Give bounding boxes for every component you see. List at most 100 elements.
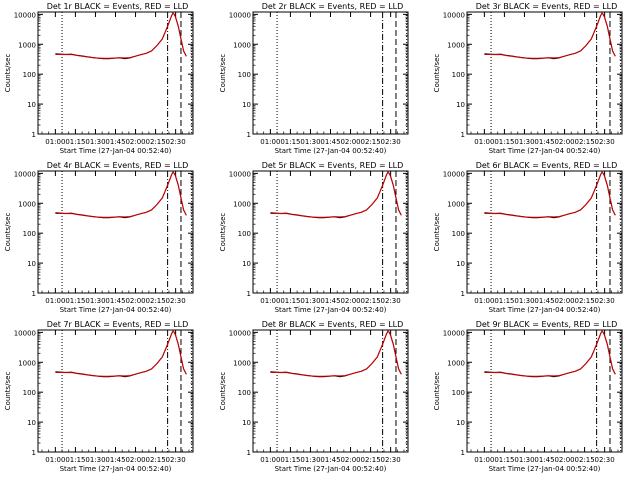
y-tick-label: 10000 <box>14 11 36 19</box>
x-tick-label: 01:00 <box>260 138 280 146</box>
x-tick-label: 01:00 <box>45 138 65 146</box>
x-tick-label: 01:45 <box>534 138 554 146</box>
x-axis-label: Start Time (27-Jan-04 00:52:40) <box>489 465 601 473</box>
x-tick-label: 01:00 <box>474 456 494 464</box>
plot-frame <box>252 11 409 135</box>
y-tick-label: 1000 <box>233 359 251 367</box>
x-tick-label: 02:00 <box>340 138 360 146</box>
y-axis-label: Counts/sec <box>433 213 441 252</box>
x-axis-label: Start Time (27-Jan-04 00:52:40) <box>489 306 601 314</box>
chart-panel-3: Det 3r BLACK = Events, RED = LLD Counts/s… <box>433 2 623 155</box>
lld-series-line <box>484 330 616 377</box>
y-tick-label: 1 <box>461 449 465 457</box>
x-tick-label: 01:45 <box>320 138 340 146</box>
plot-frame <box>37 11 194 135</box>
y-axis-label: Counts/sec <box>433 372 441 411</box>
plot-frame <box>466 170 623 294</box>
x-axis-label: Start Time (27-Jan-04 00:52:40) <box>275 465 387 473</box>
chart-panel-1: Det 1r BLACK = Events, RED = LLD Counts/s… <box>4 2 194 155</box>
events-series-line <box>484 330 616 378</box>
chart-title: Det 5r BLACK = Events, RED = LLD <box>262 161 404 170</box>
x-tick-label: 01:45 <box>105 297 125 305</box>
x-tick-label: 02:00 <box>554 297 574 305</box>
x-tick-label: 02:15 <box>574 138 594 146</box>
x-tick-label: 01:15 <box>494 456 514 464</box>
chart-panel-7: Det 7r BLACK = Events, RED = LLD Counts/s… <box>4 320 194 473</box>
plot-frame <box>466 11 623 135</box>
lld-series-line <box>484 12 616 59</box>
x-tick-label: 01:15 <box>280 138 300 146</box>
y-tick-label: 10 <box>242 260 251 268</box>
x-tick-label: 02:30 <box>381 297 401 305</box>
chart-title: Det 4r BLACK = Events, RED = LLD <box>47 161 189 170</box>
x-tick-label: 02:15 <box>360 297 380 305</box>
x-tick-label: 02:30 <box>381 138 401 146</box>
y-tick-label: 100 <box>452 389 465 397</box>
y-tick-label: 1 <box>247 449 251 457</box>
y-tick-label: 100 <box>452 71 465 79</box>
x-tick-label: 02:15 <box>574 297 594 305</box>
events-series-line <box>484 171 616 219</box>
chart-title: Det 2r BLACK = Events, RED = LLD <box>262 2 404 11</box>
chart-panel-5: Det 5r BLACK = Events, RED = LLD Counts/s… <box>219 161 409 314</box>
y-tick-label: 10 <box>456 101 465 109</box>
chart-title: Det 3r BLACK = Events, RED = LLD <box>476 2 618 11</box>
x-tick-label: 02:15 <box>145 138 165 146</box>
x-axis-label: Start Time (27-Jan-04 00:52:40) <box>275 306 387 314</box>
chart-title: Det 1r BLACK = Events, RED = LLD <box>47 2 189 11</box>
y-tick-label: 100 <box>238 230 251 238</box>
plot-frame <box>37 329 194 453</box>
y-tick-label: 100 <box>452 230 465 238</box>
y-tick-label: 100 <box>23 230 36 238</box>
x-tick-label: 02:00 <box>125 138 145 146</box>
x-tick-label: 01:45 <box>320 456 340 464</box>
x-tick-label: 01:00 <box>474 297 494 305</box>
y-tick-label: 100 <box>23 389 36 397</box>
y-axis-label: Counts/sec <box>219 213 227 252</box>
y-tick-label: 1000 <box>447 359 465 367</box>
x-tick-label: 01:00 <box>45 297 65 305</box>
x-tick-label: 02:30 <box>595 138 615 146</box>
y-tick-label: 10000 <box>229 329 251 337</box>
x-tick-label: 01:30 <box>514 297 534 305</box>
chart-title: Det 9r BLACK = Events, RED = LLD <box>476 320 618 329</box>
events-series-line <box>55 171 187 219</box>
events-series-line <box>55 330 187 378</box>
x-tick-label: 02:30 <box>595 297 615 305</box>
chart-panel-9: Det 9r BLACK = Events, RED = LLD Counts/s… <box>433 320 623 473</box>
x-tick-label: 02:00 <box>340 456 360 464</box>
y-tick-label: 10 <box>27 260 36 268</box>
chart-panel-4: Det 4r BLACK = Events, RED = LLD Counts/s… <box>4 161 194 314</box>
y-axis-label: Counts/sec <box>4 372 12 411</box>
x-tick-label: 01:45 <box>320 297 340 305</box>
x-tick-label: 02:15 <box>360 138 380 146</box>
lld-series-line <box>55 171 187 218</box>
x-tick-label: 02:00 <box>554 138 574 146</box>
y-tick-label: 10000 <box>443 170 465 178</box>
chart-title: Det 8r BLACK = Events, RED = LLD <box>262 320 404 329</box>
chart-title: Det 7r BLACK = Events, RED = LLD <box>47 320 189 329</box>
y-axis-label: Counts/sec <box>4 54 12 93</box>
y-axis-label: Counts/sec <box>4 213 12 252</box>
y-tick-label: 10 <box>242 419 251 427</box>
plot-frame <box>252 170 409 294</box>
x-axis-label: Start Time (27-Jan-04 00:52:40) <box>60 306 172 314</box>
chart-title: Det 6r BLACK = Events, RED = LLD <box>476 161 618 170</box>
y-tick-label: 1 <box>32 449 36 457</box>
y-tick-label: 1 <box>247 131 251 139</box>
y-tick-label: 1000 <box>18 359 36 367</box>
x-tick-label: 02:30 <box>166 297 186 305</box>
x-tick-label: 02:15 <box>145 297 165 305</box>
y-tick-label: 10000 <box>14 170 36 178</box>
y-tick-label: 10 <box>456 260 465 268</box>
y-tick-label: 1000 <box>18 41 36 49</box>
y-axis-label: Counts/sec <box>433 54 441 93</box>
plot-frame <box>37 170 194 294</box>
y-tick-label: 1000 <box>447 200 465 208</box>
x-tick-label: 01:30 <box>300 456 320 464</box>
x-tick-label: 02:00 <box>554 456 574 464</box>
x-tick-label: 02:00 <box>125 297 145 305</box>
y-tick-label: 1000 <box>233 41 251 49</box>
x-tick-label: 01:15 <box>280 456 300 464</box>
